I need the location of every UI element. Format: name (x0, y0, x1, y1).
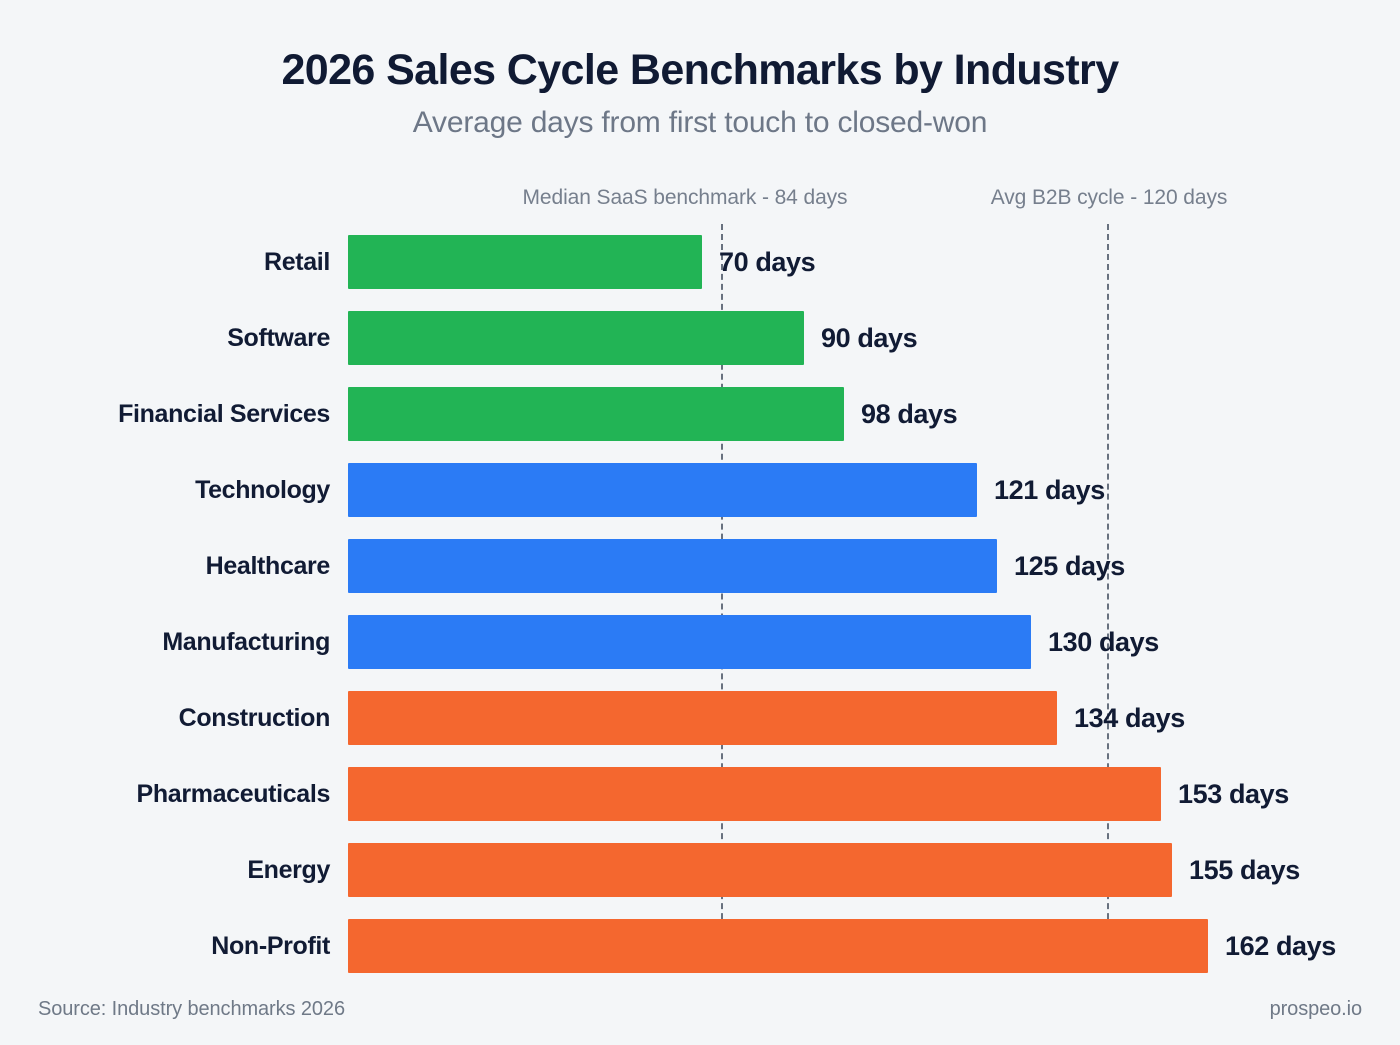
bar[interactable] (348, 235, 702, 289)
brand-watermark: prospeo.io (1269, 998, 1363, 1020)
bar[interactable] (348, 843, 1172, 897)
category-label: Technology (195, 475, 330, 504)
category-label: Software (227, 323, 330, 352)
bar[interactable] (348, 767, 1161, 821)
bar-group: 153 days (348, 767, 1289, 821)
bar-value-label: 130 days (1048, 626, 1159, 657)
bar-row: Non-Profit 162 days (0, 908, 1400, 984)
category-label: Energy (247, 855, 330, 884)
page-title: 2026 Sales Cycle Benchmarks by Industry (281, 46, 1119, 94)
bar-value-label: 121 days (994, 474, 1105, 505)
bar-group: 90 days (348, 311, 918, 365)
bar[interactable] (348, 463, 977, 517)
bar[interactable] (348, 691, 1057, 745)
category-label: Construction (178, 703, 331, 732)
bar-group: 130 days (348, 615, 1159, 669)
bar-group: 98 days (348, 387, 958, 441)
bar-row: Financial Services 98 days (0, 376, 1400, 452)
category-label: Healthcare (205, 551, 331, 580)
bar-group: 125 days (348, 539, 1125, 593)
bar-group: 162 days (348, 919, 1336, 973)
bar-value-label: 134 days (1074, 702, 1185, 733)
reference-line-label-2: Avg B2B cycle - 120 days (990, 186, 1228, 209)
bar-row: Pharmaceuticals 153 days (0, 756, 1400, 832)
bar[interactable] (348, 615, 1031, 669)
bar-value-label: 162 days (1225, 930, 1336, 961)
bar-group: 155 days (348, 843, 1300, 897)
reference-line-label-1: Median SaaS benchmark - 84 days (522, 186, 848, 209)
bar-value-label: 70 days (719, 246, 816, 277)
bar-value-label: 90 days (821, 322, 918, 353)
category-label: Retail (264, 247, 330, 276)
chart-footer: Source: Industry benchmarks 2026 prospeo… (38, 998, 1362, 1021)
bar[interactable] (348, 539, 997, 593)
source-note: Source: Industry benchmarks 2026 (38, 998, 345, 1020)
category-label: Financial Services (118, 399, 330, 428)
bar-group: 70 days (348, 235, 816, 289)
category-label: Manufacturing (162, 627, 330, 656)
bar-row: Energy 155 days (0, 832, 1400, 908)
bar-row: Technology 121 days (0, 452, 1400, 528)
plot-area: Median SaaS benchmark - 84 days Avg B2B c… (0, 186, 1400, 976)
bar[interactable] (348, 919, 1208, 973)
category-label: Pharmaceuticals (136, 779, 331, 808)
bar-row: Healthcare 125 days (0, 528, 1400, 604)
bar-value-label: 155 days (1189, 854, 1300, 885)
bar-value-label: 98 days (861, 398, 958, 429)
chart-header: 2026 Sales Cycle Benchmarks by Industry … (0, 46, 1400, 139)
bar-group: 121 days (348, 463, 1105, 517)
bar-group: 134 days (348, 691, 1185, 745)
bar-row: Manufacturing 130 days (0, 604, 1400, 680)
bar-rows: Retail 70 days Software 90 days Financial Se… (0, 224, 1400, 984)
chart-subtitle: Average days from first touch to closed-… (412, 106, 988, 140)
bar-value-label: 125 days (1014, 550, 1125, 581)
bar[interactable] (348, 387, 844, 441)
bar-row: Software 90 days (0, 300, 1400, 376)
bar[interactable] (348, 311, 804, 365)
bar-row: Retail 70 days (0, 224, 1400, 300)
bar-value-label: 153 days (1178, 778, 1289, 809)
category-label: Non-Profit (211, 931, 330, 960)
bar-row: Construction 134 days (0, 680, 1400, 756)
